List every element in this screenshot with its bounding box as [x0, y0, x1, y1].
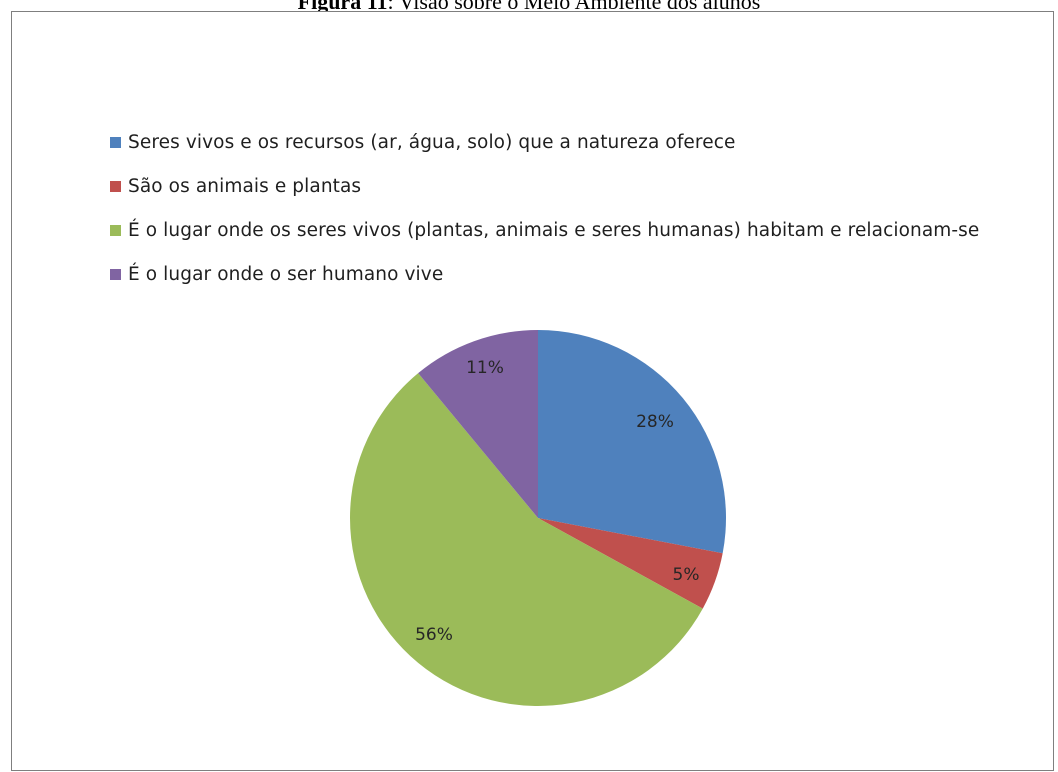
figure-caption-number: Figura 11	[297, 0, 388, 14]
pie-slice	[538, 518, 723, 609]
slice-data-label: 11%	[466, 358, 504, 378]
legend-label: É o lugar onde o ser humano vive	[128, 263, 444, 285]
slice-data-label: 5%	[673, 565, 700, 585]
legend-label: Seres vivos e os recursos (ar, água, sol…	[128, 131, 736, 153]
legend-label: São os animais e plantas	[128, 175, 362, 197]
slice-data-label: 28%	[636, 412, 674, 432]
chart-area: Seres vivos e os recursos (ar, água, sol…	[11, 11, 1054, 771]
legend-swatch	[110, 136, 121, 148]
chart-legend: Seres vivos e os recursos (ar, água, sol…	[110, 120, 979, 296]
figure-caption: Figura 11: Visão sobre o Meio Ambiente d…	[0, 0, 1058, 15]
legend-item: É o lugar onde o ser humano vive	[110, 252, 979, 296]
legend-item: São os animais e plantas	[110, 164, 979, 208]
slice-data-label: 56%	[415, 625, 453, 645]
legend-label: É o lugar onde os seres vivos (plantas, …	[128, 219, 980, 241]
legend-item: É o lugar onde os seres vivos (plantas, …	[110, 208, 979, 252]
pie-slice	[418, 330, 538, 518]
legend-swatch	[110, 180, 121, 192]
legend-swatch	[110, 268, 121, 280]
pie-slice	[538, 330, 726, 554]
legend-item: Seres vivos e os recursos (ar, água, sol…	[110, 120, 979, 164]
legend-swatch	[110, 224, 121, 236]
pie-slice	[349, 373, 703, 706]
figure-caption-text: : Visão sobre o Meio Ambiente dos alunos	[387, 0, 761, 14]
pie-chart: 28% 5% 56% 11%	[349, 330, 726, 706]
